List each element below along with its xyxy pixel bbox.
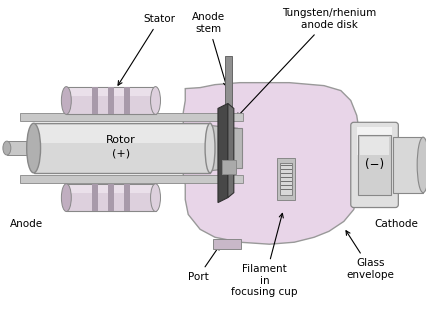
FancyBboxPatch shape bbox=[351, 122, 398, 207]
Bar bbox=[68, 88, 154, 96]
Bar bbox=[232, 128, 242, 168]
Bar bbox=[20, 175, 243, 183]
Text: Rotor: Rotor bbox=[106, 135, 136, 145]
Ellipse shape bbox=[417, 137, 428, 193]
Text: Port: Port bbox=[188, 246, 220, 282]
Bar bbox=[68, 185, 154, 193]
Ellipse shape bbox=[205, 123, 215, 173]
Text: Tungsten/rhenium
anode disk: Tungsten/rhenium anode disk bbox=[237, 8, 376, 117]
Bar bbox=[108, 184, 114, 211]
Bar bbox=[124, 87, 130, 114]
Bar bbox=[36, 125, 208, 143]
Bar bbox=[20, 114, 243, 121]
Text: (+): (+) bbox=[112, 148, 130, 158]
Bar bbox=[108, 87, 114, 114]
Bar bbox=[222, 160, 236, 174]
Ellipse shape bbox=[151, 87, 160, 114]
Text: Cathode: Cathode bbox=[374, 219, 418, 230]
Bar bbox=[357, 127, 392, 155]
Bar bbox=[66, 87, 155, 114]
Polygon shape bbox=[208, 125, 238, 171]
Bar bbox=[66, 184, 155, 211]
Bar bbox=[92, 184, 98, 211]
Bar bbox=[124, 184, 130, 211]
Bar bbox=[225, 56, 232, 170]
Bar bbox=[277, 158, 295, 200]
Text: Anode
stem: Anode stem bbox=[191, 12, 228, 87]
Bar bbox=[393, 137, 423, 193]
Ellipse shape bbox=[151, 184, 160, 211]
Polygon shape bbox=[228, 104, 234, 197]
Bar bbox=[280, 163, 292, 195]
Text: Filament
in
focusing cup: Filament in focusing cup bbox=[231, 213, 298, 297]
Ellipse shape bbox=[3, 141, 11, 155]
Text: Anode: Anode bbox=[10, 219, 43, 230]
Ellipse shape bbox=[27, 123, 41, 173]
Polygon shape bbox=[218, 104, 228, 202]
Bar bbox=[213, 239, 241, 249]
Bar bbox=[358, 135, 391, 195]
Ellipse shape bbox=[61, 87, 71, 114]
Bar bbox=[360, 137, 389, 155]
Bar bbox=[7, 141, 37, 155]
Bar bbox=[34, 123, 210, 173]
Ellipse shape bbox=[61, 184, 71, 211]
Text: (−): (−) bbox=[365, 158, 384, 171]
Polygon shape bbox=[183, 83, 398, 244]
Bar bbox=[92, 87, 98, 114]
Text: Stator: Stator bbox=[118, 14, 175, 85]
Text: Glass
envelope: Glass envelope bbox=[346, 231, 395, 280]
